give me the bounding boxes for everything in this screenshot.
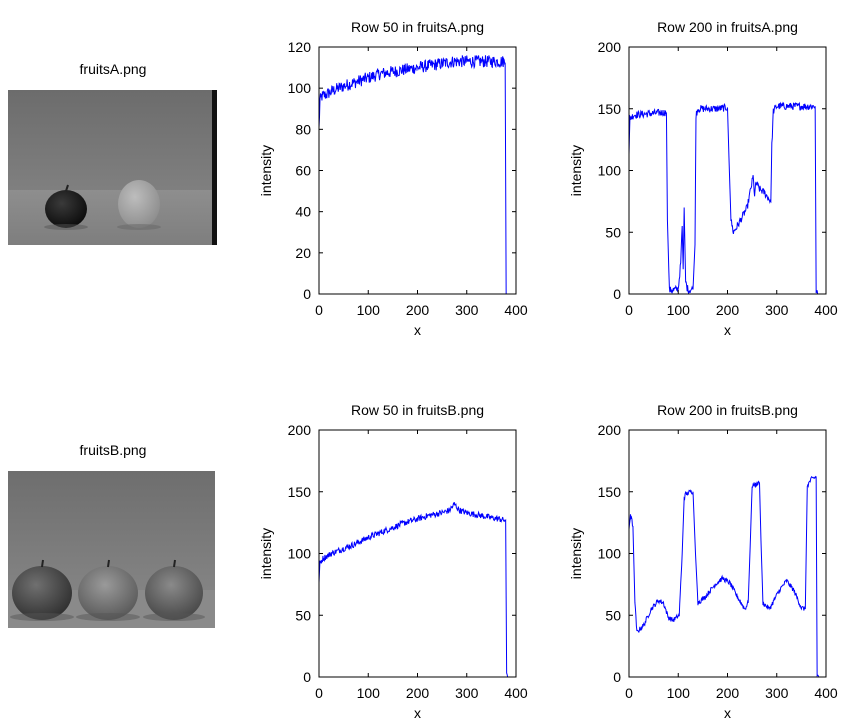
x-tick-label: 300: [765, 302, 789, 318]
x-tick-label: 100: [357, 685, 381, 701]
y-tick-label: 0: [613, 669, 621, 685]
x-tick-label: 0: [625, 685, 633, 701]
chart-title: Row 200 in fruitsB.png: [657, 402, 798, 418]
x-tick-label: 200: [716, 302, 740, 318]
axes-frame: [318, 429, 517, 678]
x-tick-label: 400: [814, 685, 838, 701]
y-tick-label: 150: [598, 484, 622, 500]
y-axis-label: intensity: [568, 528, 584, 579]
x-axis-label: x: [724, 322, 731, 338]
y-tick-label: 100: [598, 546, 622, 562]
y-tick-label: 20: [295, 245, 311, 261]
x-axis-label: x: [414, 705, 421, 721]
x-tick-label: 0: [625, 302, 633, 318]
x-tick-label: 400: [814, 302, 838, 318]
chart-2: Row 200 in fruitsA.png 0 100 200 300 400 0 50 10…: [568, 19, 838, 338]
y-tick-label: 150: [598, 101, 622, 117]
x-tick-label: 300: [455, 302, 479, 318]
x-axis-label: x: [414, 322, 421, 338]
axes-frame: [628, 429, 827, 678]
chart-title: Row 50 in fruitsB.png: [351, 402, 484, 418]
image-title-fruitsB: fruitsB.png: [80, 442, 147, 458]
plot-area: Row 50 in fruitsA.png 0 100 200 300 400 0 20 40 6…: [258, 19, 838, 721]
x-tick-label: 100: [667, 685, 691, 701]
axes-frame: [628, 46, 827, 295]
y-tick-label: 40: [295, 204, 311, 220]
x-tick-label: 0: [315, 685, 323, 701]
x-tick-label: 400: [504, 685, 528, 701]
series-line: [628, 101, 819, 295]
y-tick-label: 100: [598, 163, 622, 179]
x-tick-label: 200: [406, 302, 430, 318]
y-tick-label: 80: [295, 121, 311, 137]
image-title-fruitsA: fruitsA.png: [80, 61, 147, 77]
y-tick-label: 100: [288, 80, 312, 96]
y-axis-label: intensity: [258, 145, 274, 196]
y-tick-label: 200: [598, 422, 622, 438]
y-tick-label: 200: [598, 39, 622, 55]
series-line: [628, 475, 820, 678]
y-tick-label: 0: [303, 286, 311, 302]
y-tick-label: 0: [613, 286, 621, 302]
x-tick-label: 200: [716, 685, 740, 701]
image-panel-fruitsA: fruitsA.png: [8, 61, 217, 245]
axes-frame: [318, 46, 517, 295]
y-tick-label: 50: [605, 224, 621, 240]
y-tick-label: 150: [288, 484, 312, 500]
y-tick-label: 50: [605, 607, 621, 623]
chart-title: Row 50 in fruitsA.png: [351, 19, 484, 35]
series-line: [318, 502, 509, 678]
x-tick-label: 100: [667, 302, 691, 318]
x-tick-label: 0: [315, 302, 323, 318]
y-tick-label: 50: [295, 607, 311, 623]
series-line: [318, 55, 508, 295]
y-axis-label: intensity: [568, 145, 584, 196]
image-panel-fruitsB: fruitsB.png: [8, 442, 215, 628]
y-axis-label: intensity: [258, 528, 274, 579]
y-tick-label: 120: [288, 39, 312, 55]
fruitsA-photo: [8, 90, 217, 245]
chart-4: Row 200 in fruitsB.png 0 100 200 300 400 0 50 10…: [568, 402, 838, 721]
chart-1: Row 50 in fruitsA.png 0 100 200 300 400 0 20 40 6…: [258, 19, 528, 338]
x-tick-label: 100: [357, 302, 381, 318]
chart-title: Row 200 in fruitsA.png: [657, 19, 798, 35]
y-tick-label: 200: [288, 422, 312, 438]
y-tick-label: 60: [295, 163, 311, 179]
y-tick-label: 0: [303, 669, 311, 685]
x-tick-label: 300: [455, 685, 479, 701]
x-tick-label: 400: [504, 302, 528, 318]
chart-3: Row 50 in fruitsB.png 0 100 200 300 400 0 50 100…: [258, 402, 528, 721]
x-axis-label: x: [724, 705, 731, 721]
fruitsB-photo: [8, 471, 215, 628]
x-tick-label: 200: [406, 685, 430, 701]
x-tick-label: 300: [765, 685, 789, 701]
y-tick-label: 100: [288, 546, 312, 562]
